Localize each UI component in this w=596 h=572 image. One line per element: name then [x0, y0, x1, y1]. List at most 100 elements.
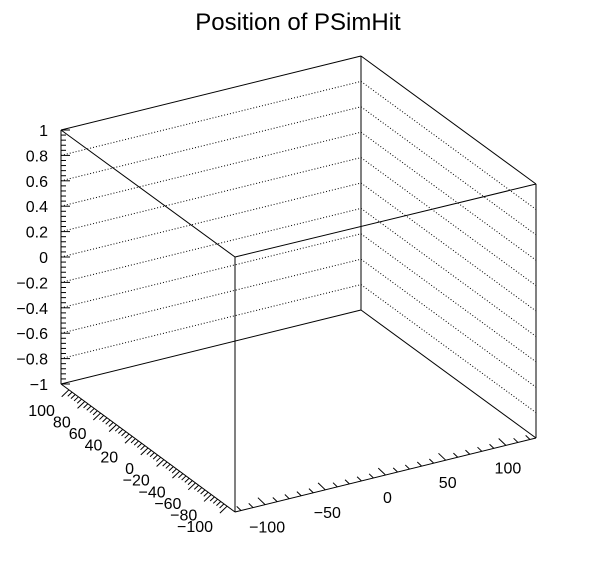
- y-minor-tick: [121, 431, 127, 437]
- y-tick-label: −80: [170, 508, 197, 525]
- y-major-tick: [124, 436, 133, 444]
- y-minor-tick: [140, 445, 146, 451]
- z-gridline-right: [360, 157, 537, 287]
- z-tick-label: 1: [39, 123, 48, 140]
- z-tick-label: −0.2: [16, 275, 48, 292]
- plot-box-front-edges: [60, 129, 537, 513]
- x-minor-tick: [416, 461, 422, 467]
- x-major-tick: [498, 438, 507, 446]
- y-tick-label: 60: [69, 426, 87, 443]
- z-gridline-right: [360, 106, 537, 236]
- y-minor-tick: [146, 449, 152, 455]
- x-minor-tick: [332, 482, 338, 488]
- y-minor-tick: [73, 396, 79, 402]
- z-tick-label: −0.6: [16, 326, 48, 343]
- y-minor-tick: [137, 442, 143, 448]
- x-minor-tick: [477, 446, 483, 452]
- z-gridline-left: [60, 106, 362, 182]
- y-tick-label: −100: [177, 519, 213, 536]
- back-left-top-edge: [60, 55, 362, 131]
- x-minor-tick: [489, 443, 495, 449]
- x-minor-tick: [404, 464, 410, 470]
- front-right-top-edge: [234, 183, 537, 258]
- z-gridline-left: [60, 157, 362, 233]
- x-tick-label: 50: [439, 475, 457, 492]
- y-minor-tick: [92, 410, 98, 416]
- x-minor-tick: [356, 476, 362, 482]
- x-minor-tick: [284, 494, 290, 500]
- y-minor-tick: [209, 496, 215, 502]
- z-gridline-right: [360, 233, 537, 363]
- x-minor-tick: [525, 434, 531, 440]
- y-minor-tick: [67, 391, 73, 397]
- y-major-tick: [219, 505, 228, 514]
- x-major-tick: [257, 497, 266, 505]
- z-gridline-left: [60, 233, 362, 309]
- y-minor-tick: [200, 489, 206, 495]
- y-minor-tick: [197, 487, 203, 493]
- x-minor-tick: [236, 506, 242, 511]
- x-major-tick: [317, 482, 326, 491]
- z-gridline-left: [60, 258, 362, 334]
- y-major-tick: [156, 459, 165, 467]
- x-major-tick: [377, 467, 386, 476]
- z-tick-label: −0.4: [16, 301, 48, 318]
- back-right-top-edge: [360, 55, 537, 185]
- y-major-tick: [172, 470, 180, 479]
- x-minor-tick: [272, 497, 278, 503]
- z-tick-label: 0: [39, 250, 48, 267]
- x-minor-tick: [513, 437, 519, 443]
- z-gridline-right: [360, 207, 537, 337]
- x-tick-label: 100: [495, 460, 522, 477]
- y-minor-tick: [184, 477, 190, 483]
- y-major-tick: [108, 424, 117, 432]
- y-major-tick: [92, 412, 101, 421]
- y-major-tick: [77, 401, 86, 409]
- x-minor-tick: [344, 479, 350, 485]
- y-minor-tick: [89, 408, 95, 413]
- x-tick-label: 0: [383, 490, 392, 507]
- z-gridline-left: [60, 131, 362, 207]
- y-tick-label: 80: [53, 414, 71, 431]
- chart-title: Position of PSimHit: [195, 9, 401, 36]
- y-minor-tick: [203, 491, 209, 497]
- y-minor-tick: [181, 475, 187, 481]
- y-minor-tick: [124, 433, 130, 439]
- z-gridline-right: [360, 182, 537, 312]
- back-left-bottom-edge: [60, 309, 362, 385]
- z-gridline-right: [360, 258, 537, 388]
- z-gridline-left: [60, 80, 362, 156]
- y-minor-tick: [212, 498, 218, 504]
- y-minor-tick: [216, 501, 222, 507]
- z-tick-label: 0.2: [26, 225, 48, 242]
- x-minor-tick: [392, 467, 398, 473]
- y-minor-tick: [118, 429, 124, 434]
- y-minor-tick: [105, 419, 111, 425]
- back-right-bottom-edge: [360, 309, 537, 439]
- y-minor-tick: [114, 426, 120, 432]
- z-tick-label: −0.8: [16, 352, 48, 369]
- y-major-tick: [61, 389, 70, 398]
- y-major-tick: [140, 447, 149, 456]
- y-minor-tick: [193, 484, 199, 490]
- y-tick-label: 40: [85, 438, 103, 455]
- y-major-tick: [187, 482, 196, 491]
- x-minor-tick: [248, 503, 254, 508]
- y-minor-tick: [219, 503, 225, 509]
- y-minor-tick: [76, 398, 82, 404]
- y-minor-tick: [149, 452, 155, 458]
- z-gridline-right: [360, 80, 537, 210]
- y-minor-tick: [70, 394, 76, 399]
- y-tick-label: −20: [123, 473, 150, 490]
- y-tick-label: 100: [28, 403, 55, 420]
- x-axis: −100 −50 0 50 100: [236, 434, 531, 537]
- y-minor-tick: [187, 480, 193, 486]
- y-minor-tick: [102, 417, 108, 423]
- x-tick-label: −100: [249, 520, 285, 537]
- y-minor-tick: [155, 456, 162, 462]
- z-gridline-left: [60, 207, 362, 283]
- y-minor-tick: [178, 473, 184, 479]
- z-tick-label: 0.4: [26, 199, 48, 216]
- x-minor-tick: [428, 458, 435, 464]
